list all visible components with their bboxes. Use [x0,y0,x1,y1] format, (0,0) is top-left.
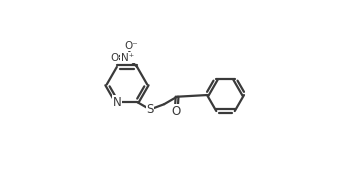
Text: O: O [110,53,119,63]
Text: O⁻: O⁻ [124,41,138,51]
Text: N: N [112,96,121,109]
Text: O: O [172,105,181,118]
Text: N⁺: N⁺ [121,53,134,63]
Text: S: S [146,103,154,116]
